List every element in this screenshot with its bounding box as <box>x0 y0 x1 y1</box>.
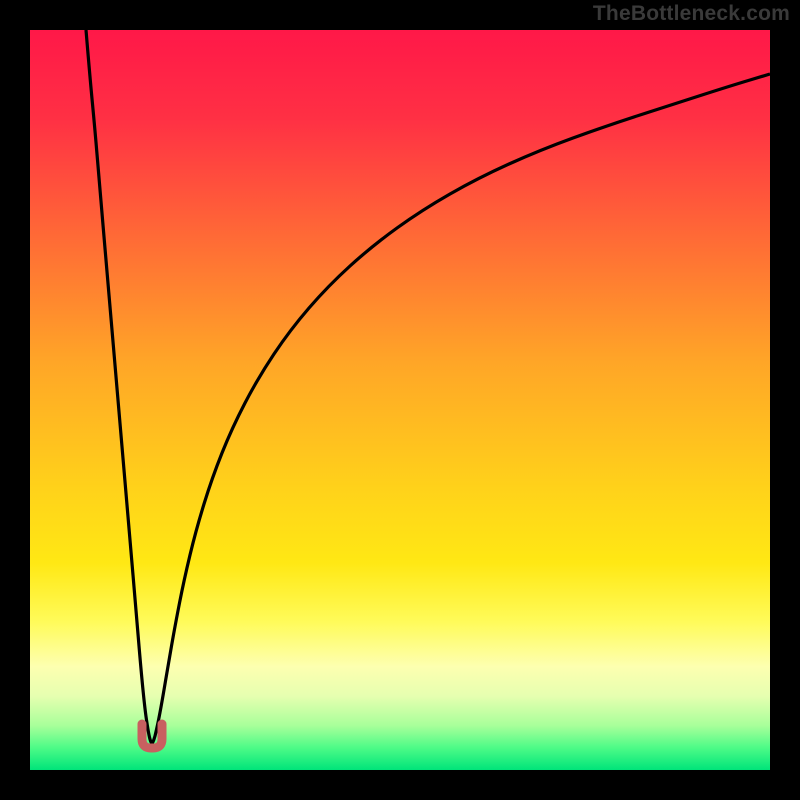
watermark-text: TheBottleneck.com <box>593 2 790 26</box>
stage: TheBottleneck.com <box>0 0 800 800</box>
chart-svg <box>0 0 800 800</box>
plot-area <box>30 30 770 770</box>
